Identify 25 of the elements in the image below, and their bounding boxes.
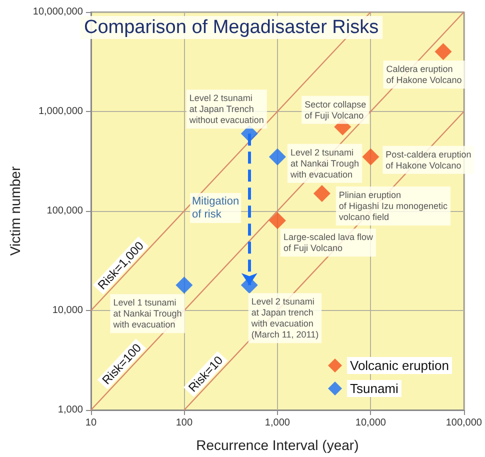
y-tick-label: 10,000,000 xyxy=(32,6,84,18)
annotation: Level 2 tsunami at Japan Trench without evacuation xyxy=(188,93,264,126)
annotation: Level 2 tsunami at Nankai Trough with evacuation xyxy=(289,147,359,180)
y-tick-label: 100,000 xyxy=(46,206,84,216)
annotation: Caldera eruption of Hakone Volcano xyxy=(386,64,462,86)
x-tick-label: 10 xyxy=(85,418,97,428)
x-tick-label: 100,000 xyxy=(446,418,482,428)
annotation: Post-caldera eruption of Hakone Volcano xyxy=(386,149,472,170)
annotation: Large-scaled lava flow of Fuji Volcano xyxy=(283,232,374,254)
annotation: Plinian eruption of Higashi Izu monogenetic volcano field xyxy=(338,190,448,222)
x-tick-label: 1,000 xyxy=(264,418,290,428)
annotation: Level 2 tsunami at Japan trench with evacuation (March 11, 2011) xyxy=(250,296,319,340)
annotation: Mitigation of risk xyxy=(192,196,240,220)
y-tick-label: 1,000 xyxy=(58,404,84,416)
legend-label: Tsunami xyxy=(350,381,399,396)
y-tick-label: 1,000,000 xyxy=(38,106,84,117)
chart-title: Comparison of Megadisaster Risks xyxy=(84,17,379,38)
legend-label: Volcanic eruption xyxy=(350,358,450,373)
y-axis-title: Victim number xyxy=(7,166,23,256)
annotation: Sector collapse of Fuji Volcano xyxy=(304,99,366,120)
y-tick-label: 10,000 xyxy=(52,305,84,316)
x-tick-label: 10,000 xyxy=(355,418,386,428)
x-tick-label: 100 xyxy=(176,418,193,428)
annotation: Level 1 tsunami at Nankai Trough with evacuation xyxy=(112,298,182,330)
x-axis-title: Recurrence Interval (year) xyxy=(196,437,359,453)
